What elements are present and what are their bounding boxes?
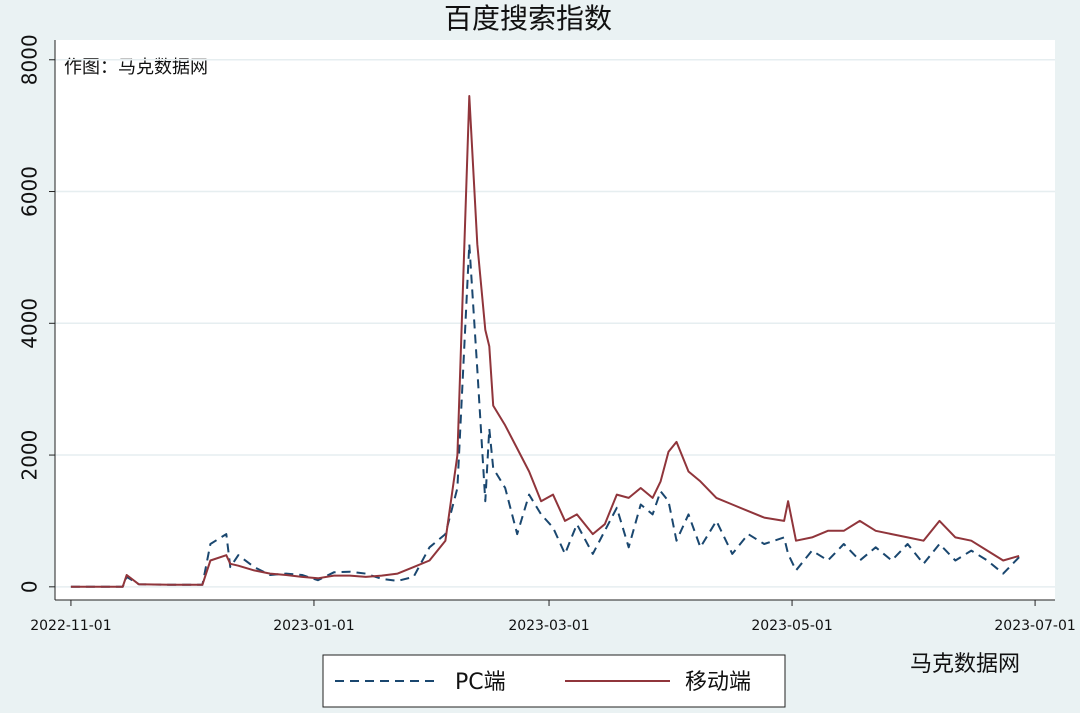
- legend-label: 移动端: [685, 670, 751, 695]
- legend-label: PC端: [455, 670, 506, 695]
- y-tick-label: 2000: [18, 430, 42, 481]
- y-tick-label: 8000: [18, 34, 42, 85]
- watermark: 马克数据网: [910, 652, 1020, 677]
- x-tick-label: 2023-05-01: [751, 618, 832, 634]
- x-tick-label: 2023-01-01: [273, 618, 354, 634]
- y-tick-label: 0: [18, 580, 42, 593]
- y-tick-label: 6000: [18, 166, 42, 217]
- plot-area: [55, 40, 1055, 600]
- chart-title: 百度搜索指数: [444, 2, 612, 35]
- x-tick-label: 2022-11-01: [30, 618, 111, 634]
- series-line: [70, 95, 1020, 588]
- x-tick-label: 2023-03-01: [508, 618, 589, 634]
- y-tick-label: 4000: [18, 298, 42, 349]
- note: 作图：马克数据网: [64, 57, 208, 78]
- x-tick-label: 2023-07-01: [994, 618, 1075, 634]
